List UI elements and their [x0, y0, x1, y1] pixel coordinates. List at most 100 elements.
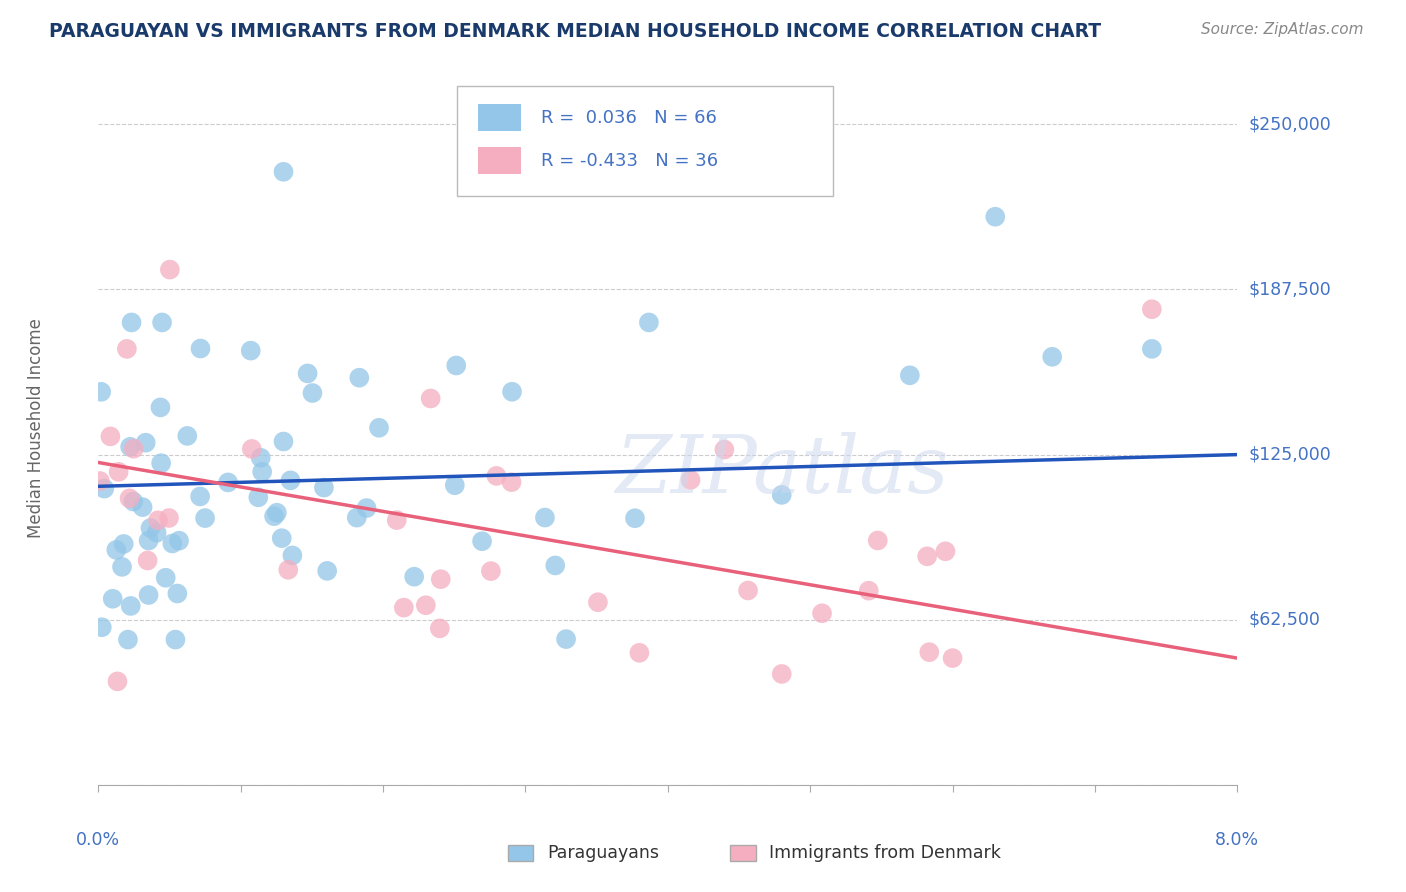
Point: [90, 384, 112, 399]
Text: R = -0.433   N = 36: R = -0.433 N = 36: [541, 152, 718, 169]
Text: Source: ZipAtlas.com: Source: ZipAtlas.com: [1201, 22, 1364, 37]
Point: [415, 599, 437, 613]
Point: [624, 511, 647, 525]
Point: [281, 549, 304, 563]
Point: [866, 533, 889, 548]
Point: [166, 586, 188, 600]
Point: [898, 368, 921, 383]
Text: Median Household Income: Median Household Income: [27, 318, 45, 538]
Point: [368, 421, 391, 435]
Bar: [731, 845, 755, 861]
Point: [1140, 342, 1163, 356]
Point: [136, 553, 159, 567]
FancyBboxPatch shape: [457, 86, 832, 196]
Point: [176, 429, 198, 443]
Point: [277, 563, 299, 577]
Point: [240, 442, 263, 456]
Point: [385, 513, 408, 527]
Point: [429, 572, 451, 586]
Point: [312, 481, 335, 495]
Point: [138, 588, 160, 602]
Point: [770, 488, 793, 502]
Point: [249, 450, 271, 465]
Point: [100, 429, 122, 443]
Point: [679, 473, 702, 487]
Point: [155, 571, 177, 585]
Point: [117, 632, 139, 647]
Point: [145, 525, 167, 540]
Point: [138, 533, 160, 548]
Point: [479, 564, 502, 578]
Point: [157, 511, 180, 525]
Point: [122, 494, 145, 508]
Point: [419, 392, 441, 406]
Text: Paraguayans: Paraguayans: [547, 844, 659, 862]
Point: [404, 570, 426, 584]
Point: [858, 583, 880, 598]
Point: [356, 501, 378, 516]
Point: [586, 595, 609, 609]
Point: [1140, 302, 1163, 317]
Bar: [509, 845, 533, 861]
Point: [392, 600, 415, 615]
Point: [139, 521, 162, 535]
Point: [112, 537, 135, 551]
Point: [770, 130, 793, 145]
Point: [316, 564, 339, 578]
Text: ZIPatlas: ZIPatlas: [614, 433, 949, 509]
Bar: [478, 147, 522, 174]
Point: [501, 384, 523, 399]
Point: [90, 620, 112, 634]
Point: [107, 674, 129, 689]
Point: [150, 315, 173, 329]
Point: [918, 645, 941, 659]
Point: [811, 607, 834, 621]
Point: [263, 509, 285, 524]
Point: [120, 599, 142, 613]
Point: [555, 632, 578, 646]
Point: [159, 262, 181, 277]
Point: [346, 510, 368, 524]
Point: [239, 343, 262, 358]
Point: [167, 533, 190, 548]
Point: [273, 434, 295, 449]
Point: [247, 491, 270, 505]
Bar: [478, 104, 522, 131]
Point: [146, 513, 169, 527]
Point: [194, 511, 217, 525]
Point: [1040, 350, 1063, 364]
Point: [150, 456, 173, 470]
Point: [297, 367, 319, 381]
Point: [121, 315, 143, 329]
Point: [737, 583, 759, 598]
Point: [628, 646, 651, 660]
Point: [301, 386, 323, 401]
Point: [250, 465, 273, 479]
Point: [770, 667, 793, 681]
Point: [713, 442, 735, 457]
Point: [444, 359, 467, 373]
Point: [429, 621, 451, 635]
Point: [934, 544, 956, 558]
Text: 8.0%: 8.0%: [1215, 831, 1260, 849]
Point: [270, 531, 292, 545]
Point: [162, 536, 184, 550]
Text: Immigrants from Denmark: Immigrants from Denmark: [769, 844, 1001, 862]
Point: [485, 469, 508, 483]
Text: $250,000: $250,000: [1249, 115, 1331, 133]
Point: [942, 651, 965, 665]
Text: 0.0%: 0.0%: [76, 831, 121, 849]
Point: [101, 591, 124, 606]
Point: [118, 491, 141, 506]
Point: [443, 478, 465, 492]
Point: [107, 465, 129, 479]
Point: [638, 315, 661, 329]
Text: $62,500: $62,500: [1249, 611, 1320, 629]
Point: [93, 482, 115, 496]
Point: [984, 210, 1007, 224]
Point: [915, 549, 938, 564]
Point: [190, 342, 212, 356]
Point: [544, 558, 567, 573]
Point: [280, 474, 302, 488]
Text: $125,000: $125,000: [1249, 446, 1331, 464]
